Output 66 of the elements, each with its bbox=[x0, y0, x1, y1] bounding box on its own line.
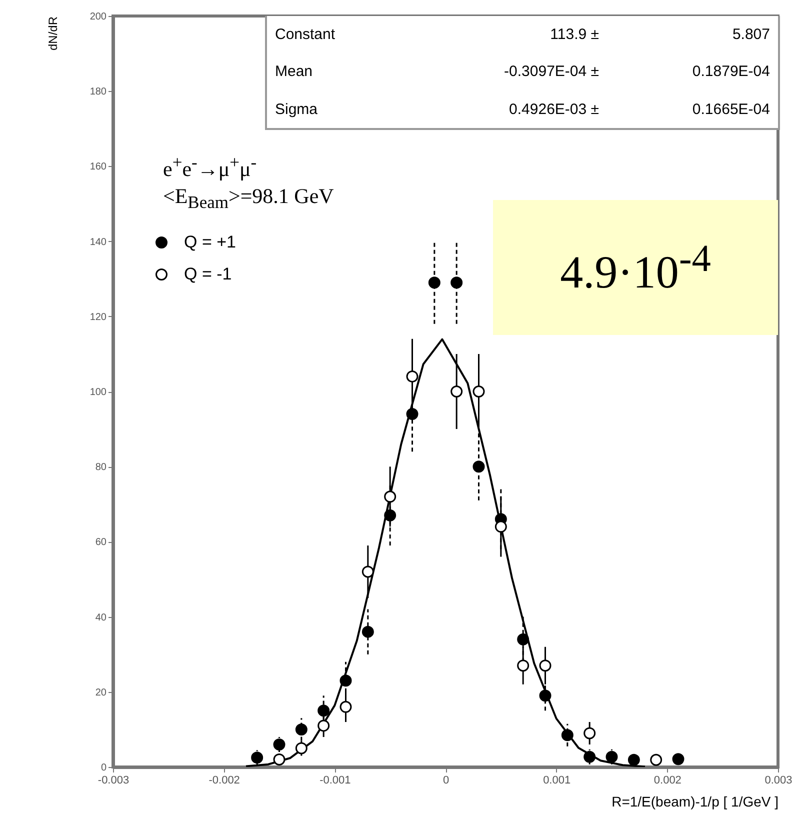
x-tick-label: -0.003 bbox=[98, 774, 130, 786]
point bbox=[494, 520, 507, 533]
point bbox=[295, 723, 308, 736]
x-tick-label: 0.002 bbox=[654, 774, 682, 786]
line-series bbox=[245, 338, 646, 767]
point bbox=[318, 720, 330, 732]
y-axis-title: dN/dR bbox=[46, 16, 60, 51]
x-tick-label: -0.001 bbox=[320, 774, 351, 786]
annotation: Sigma bbox=[274, 100, 319, 120]
point bbox=[517, 660, 530, 672]
point bbox=[650, 754, 662, 766]
y-tick-label: 60 bbox=[95, 537, 107, 548]
point bbox=[362, 566, 374, 578]
point bbox=[340, 700, 352, 713]
annotation: 0.1879E-04 bbox=[691, 62, 771, 82]
x-tick-label: 0 bbox=[442, 774, 450, 786]
point bbox=[517, 633, 530, 646]
legend-label: Q = -1 bbox=[184, 264, 232, 284]
point bbox=[539, 690, 552, 702]
point bbox=[584, 727, 596, 740]
annotation: <E$_{Beam}$>=98.1 GeV bbox=[163, 184, 334, 214]
x-axis-title: R=1/E(beam)-1/p [ 1/GeV ] bbox=[612, 794, 778, 810]
y-tick-label: 100 bbox=[90, 387, 107, 398]
legend-label: Q = +1 bbox=[184, 232, 236, 252]
annotation: 4.9·10$^{-4}$ bbox=[560, 236, 711, 298]
y-tick-label: 20 bbox=[95, 687, 107, 698]
point bbox=[628, 754, 640, 766]
point bbox=[472, 386, 485, 398]
point bbox=[384, 509, 396, 522]
point bbox=[561, 729, 574, 742]
y-tick-label: 0 bbox=[100, 762, 107, 774]
point bbox=[428, 276, 440, 289]
annotation: 0.4926E-03 ± bbox=[508, 100, 600, 120]
annotation: Constant bbox=[274, 25, 336, 46]
point bbox=[251, 752, 264, 764]
y-tick-label: 140 bbox=[90, 236, 107, 248]
x-tick-label: 0.003 bbox=[764, 774, 792, 786]
x-tick-label: 0.001 bbox=[543, 774, 571, 786]
annotation: e$^{+}$e$^{-}$→μ$^{+}$μ$^{-}$ bbox=[163, 152, 257, 182]
point bbox=[273, 754, 286, 766]
point bbox=[318, 704, 330, 717]
y-tick-label: 160 bbox=[90, 162, 107, 173]
annotation: Mean bbox=[274, 62, 314, 82]
point bbox=[672, 753, 684, 766]
point bbox=[539, 660, 552, 672]
x-tick-label: -0.002 bbox=[208, 774, 240, 786]
y-tick-label: 200 bbox=[90, 12, 107, 22]
annotation: 0.1665E-04 bbox=[691, 100, 771, 120]
point bbox=[340, 674, 352, 687]
y-tick-label: 180 bbox=[90, 86, 107, 98]
point bbox=[406, 408, 418, 420]
point bbox=[606, 750, 618, 763]
y-tick-label: 40 bbox=[95, 612, 107, 624]
point bbox=[472, 460, 485, 473]
point bbox=[450, 386, 463, 398]
point bbox=[384, 490, 396, 503]
point bbox=[584, 750, 596, 763]
point bbox=[273, 738, 286, 750]
annotation: 113.9 ± bbox=[549, 25, 600, 46]
point bbox=[450, 276, 463, 289]
y-tick-label: 80 bbox=[95, 462, 107, 474]
point bbox=[362, 626, 374, 638]
annotation: -0.3097E-04 ± bbox=[503, 62, 600, 82]
y-tick-label: 120 bbox=[90, 312, 107, 323]
point bbox=[406, 370, 418, 382]
annotation: 5.807 bbox=[731, 25, 771, 46]
